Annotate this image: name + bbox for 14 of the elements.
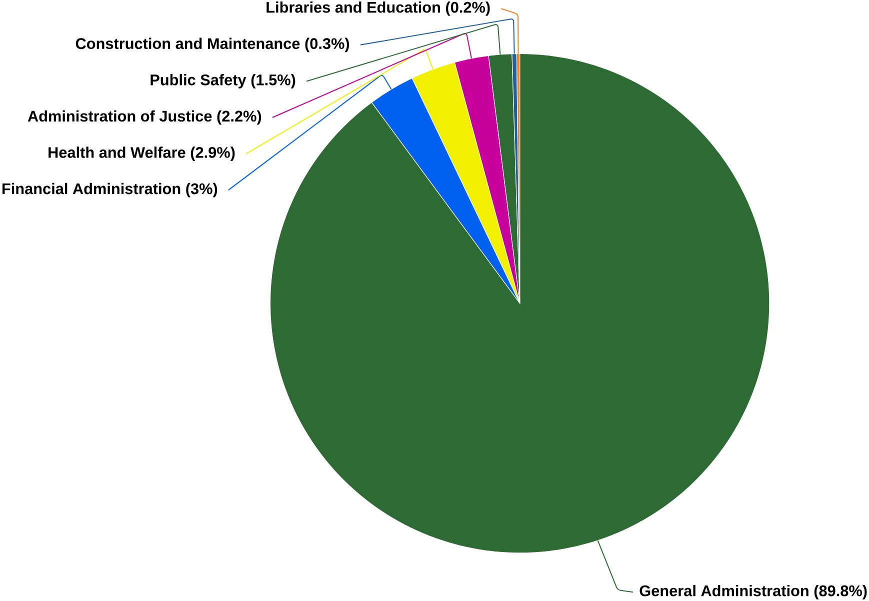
data-label: (3%) <box>186 183 218 198</box>
slice-label: Public Safety <box>150 74 246 88</box>
slice-label: Financial Administration <box>2 183 180 194</box>
data-label: (0.2%) <box>446 2 490 16</box>
data-label: (0.3%) <box>305 38 350 52</box>
slice-label: Administration of Justice <box>28 110 212 122</box>
data-label: (2.9%) <box>190 146 235 162</box>
slice-label: Libraries and Education <box>266 2 440 13</box>
slice-label: Health and Welfare <box>48 146 186 158</box>
data-label: (1.5%) <box>251 74 296 88</box>
slice-label: Construction and Maintenance <box>76 38 300 50</box>
data-label: (89.8%) <box>814 585 867 600</box>
data-label: (2.2%) <box>217 110 262 125</box>
slice-label: General Administration <box>640 585 808 596</box>
